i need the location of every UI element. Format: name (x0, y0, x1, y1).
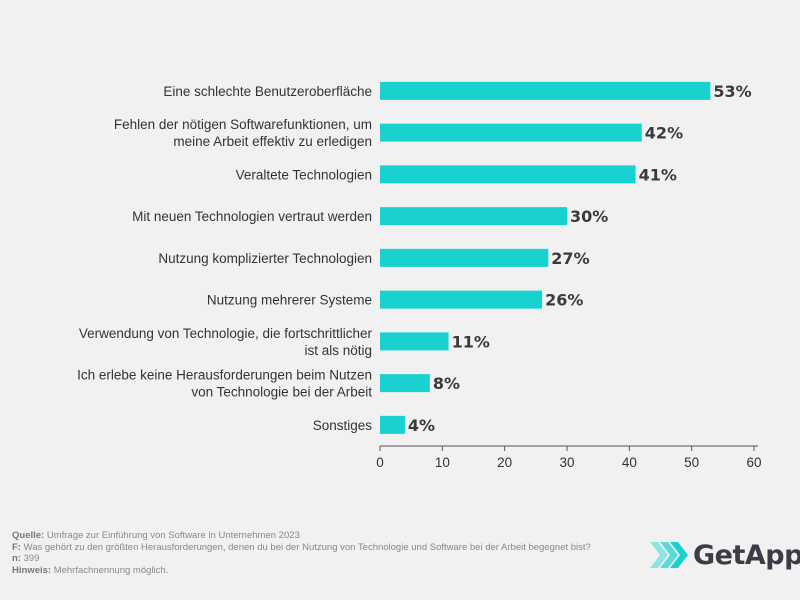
sample-size-label: n: (12, 553, 21, 564)
value-label-0: 53% (713, 82, 751, 101)
value-label-1: 42% (645, 124, 683, 143)
category-label-5: Nutzung mehrerer Systeme (207, 293, 372, 308)
value-label-8: 4% (408, 416, 435, 435)
sample-size-value: 399 (20, 553, 40, 564)
bar-1 (380, 123, 642, 142)
sample-size-line: n: 399 (12, 553, 612, 565)
category-label-line: meine Arbeit effektiv zu erledigen (173, 134, 372, 149)
note-text: Mehrfachnennung möglich. (51, 564, 169, 576)
category-label-line: Verwendung von Technologie, die fortschr… (79, 326, 373, 341)
bar-4 (380, 248, 549, 267)
logo-text: GetApp (693, 539, 800, 571)
category-label-7: Ich erlebe keine Herausforderungen beim … (77, 368, 372, 400)
source-label: Quelle: (12, 530, 45, 541)
question-label: F: (12, 541, 21, 553)
category-label-4: Nutzung komplizierter Technologien (158, 251, 372, 266)
category-label-line: Fehlen der nötigen Softwarefunktionen, u… (114, 117, 372, 132)
category-label-line: Nutzung komplizierter Technologien (158, 251, 372, 266)
bar-5 (380, 290, 543, 309)
x-tick-label-3: 30 (559, 455, 574, 470)
getapp-logo: GetApp (650, 538, 800, 572)
bar-chart: 53% Eine schlechte Benutzeroberfläche 42% F… (77, 81, 762, 470)
bar-3 (380, 207, 567, 226)
bars-group: 53% Eine schlechte Benutzeroberfläche 42% F… (77, 81, 752, 435)
bar-8 (380, 415, 405, 434)
x-tick-label-6: 60 (746, 455, 761, 470)
category-label-1: Fehlen der nötigen Softwarefunktionen, u… (114, 117, 372, 149)
chart-footer: Quelle: Umfrage zur Einführung von Softw… (12, 530, 612, 576)
value-label-7: 8% (433, 374, 460, 393)
category-label-0: Eine schlechte Benutzeroberfläche (163, 84, 372, 99)
bar-6 (380, 332, 449, 351)
category-label-3: Mit neuen Technologien vertraut werden (132, 209, 372, 224)
bar-0 (380, 81, 711, 100)
category-label-line: Eine schlechte Benutzeroberfläche (163, 84, 372, 99)
value-label-6: 11% (452, 332, 490, 351)
note-line: Hinweis: Mehrfachnennung möglich. (12, 565, 612, 577)
x-tick-label-5: 50 (684, 455, 699, 470)
category-label-8: Sonstiges (313, 418, 373, 433)
x-tick-label-0: 0 (376, 455, 384, 470)
category-label-line: Ich erlebe keine Herausforderungen beim … (77, 368, 372, 383)
value-label-4: 27% (551, 249, 589, 268)
value-label-2: 41% (639, 165, 677, 184)
question-text: Was gehört zu den größten Herausforderun… (20, 541, 591, 553)
category-label-line: Mit neuen Technologien vertraut werden (132, 209, 372, 224)
category-label-line: Veraltete Technologien (236, 167, 372, 182)
question-line: F: Was gehört zu den größten Herausforde… (12, 542, 612, 554)
bar-7 (380, 374, 430, 393)
x-tick-label-4: 40 (622, 455, 637, 470)
category-label-6: Verwendung von Technologie, die fortschr… (79, 326, 373, 358)
bar-2 (380, 165, 636, 184)
category-label-2: Veraltete Technologien (236, 167, 372, 182)
source-line: Quelle: Umfrage zur Einführung von Softw… (12, 530, 612, 542)
value-label-3: 30% (570, 207, 608, 226)
source-text: Umfrage zur Einführung von Software in U… (44, 530, 300, 541)
x-tick-label-1: 10 (435, 455, 450, 470)
category-label-line: von Technologie bei der Arbeit (191, 385, 372, 400)
category-label-line: Sonstiges (313, 418, 373, 433)
getapp-chevrons-icon (650, 542, 688, 568)
value-label-5: 26% (545, 291, 583, 310)
category-label-line: ist als nötig (304, 343, 372, 358)
x-tick-label-2: 20 (497, 455, 512, 470)
x-axis: 0 10 20 30 40 50 60 (376, 445, 762, 470)
note-label: Hinweis: (12, 564, 52, 576)
category-label-line: Nutzung mehrerer Systeme (207, 293, 372, 308)
